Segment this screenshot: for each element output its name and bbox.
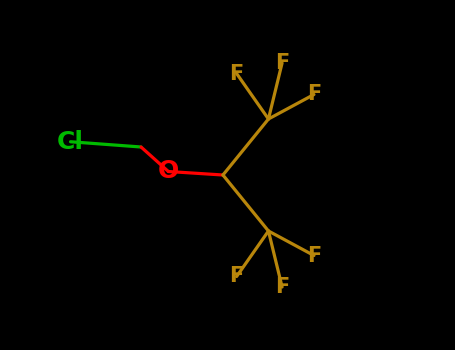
Text: F: F: [229, 63, 244, 84]
Text: Cl: Cl: [57, 130, 84, 154]
Text: F: F: [275, 277, 289, 297]
Text: F: F: [229, 266, 244, 287]
Text: F: F: [275, 53, 289, 73]
Text: F: F: [307, 245, 321, 266]
Text: F: F: [307, 84, 321, 105]
Text: O: O: [158, 160, 179, 183]
